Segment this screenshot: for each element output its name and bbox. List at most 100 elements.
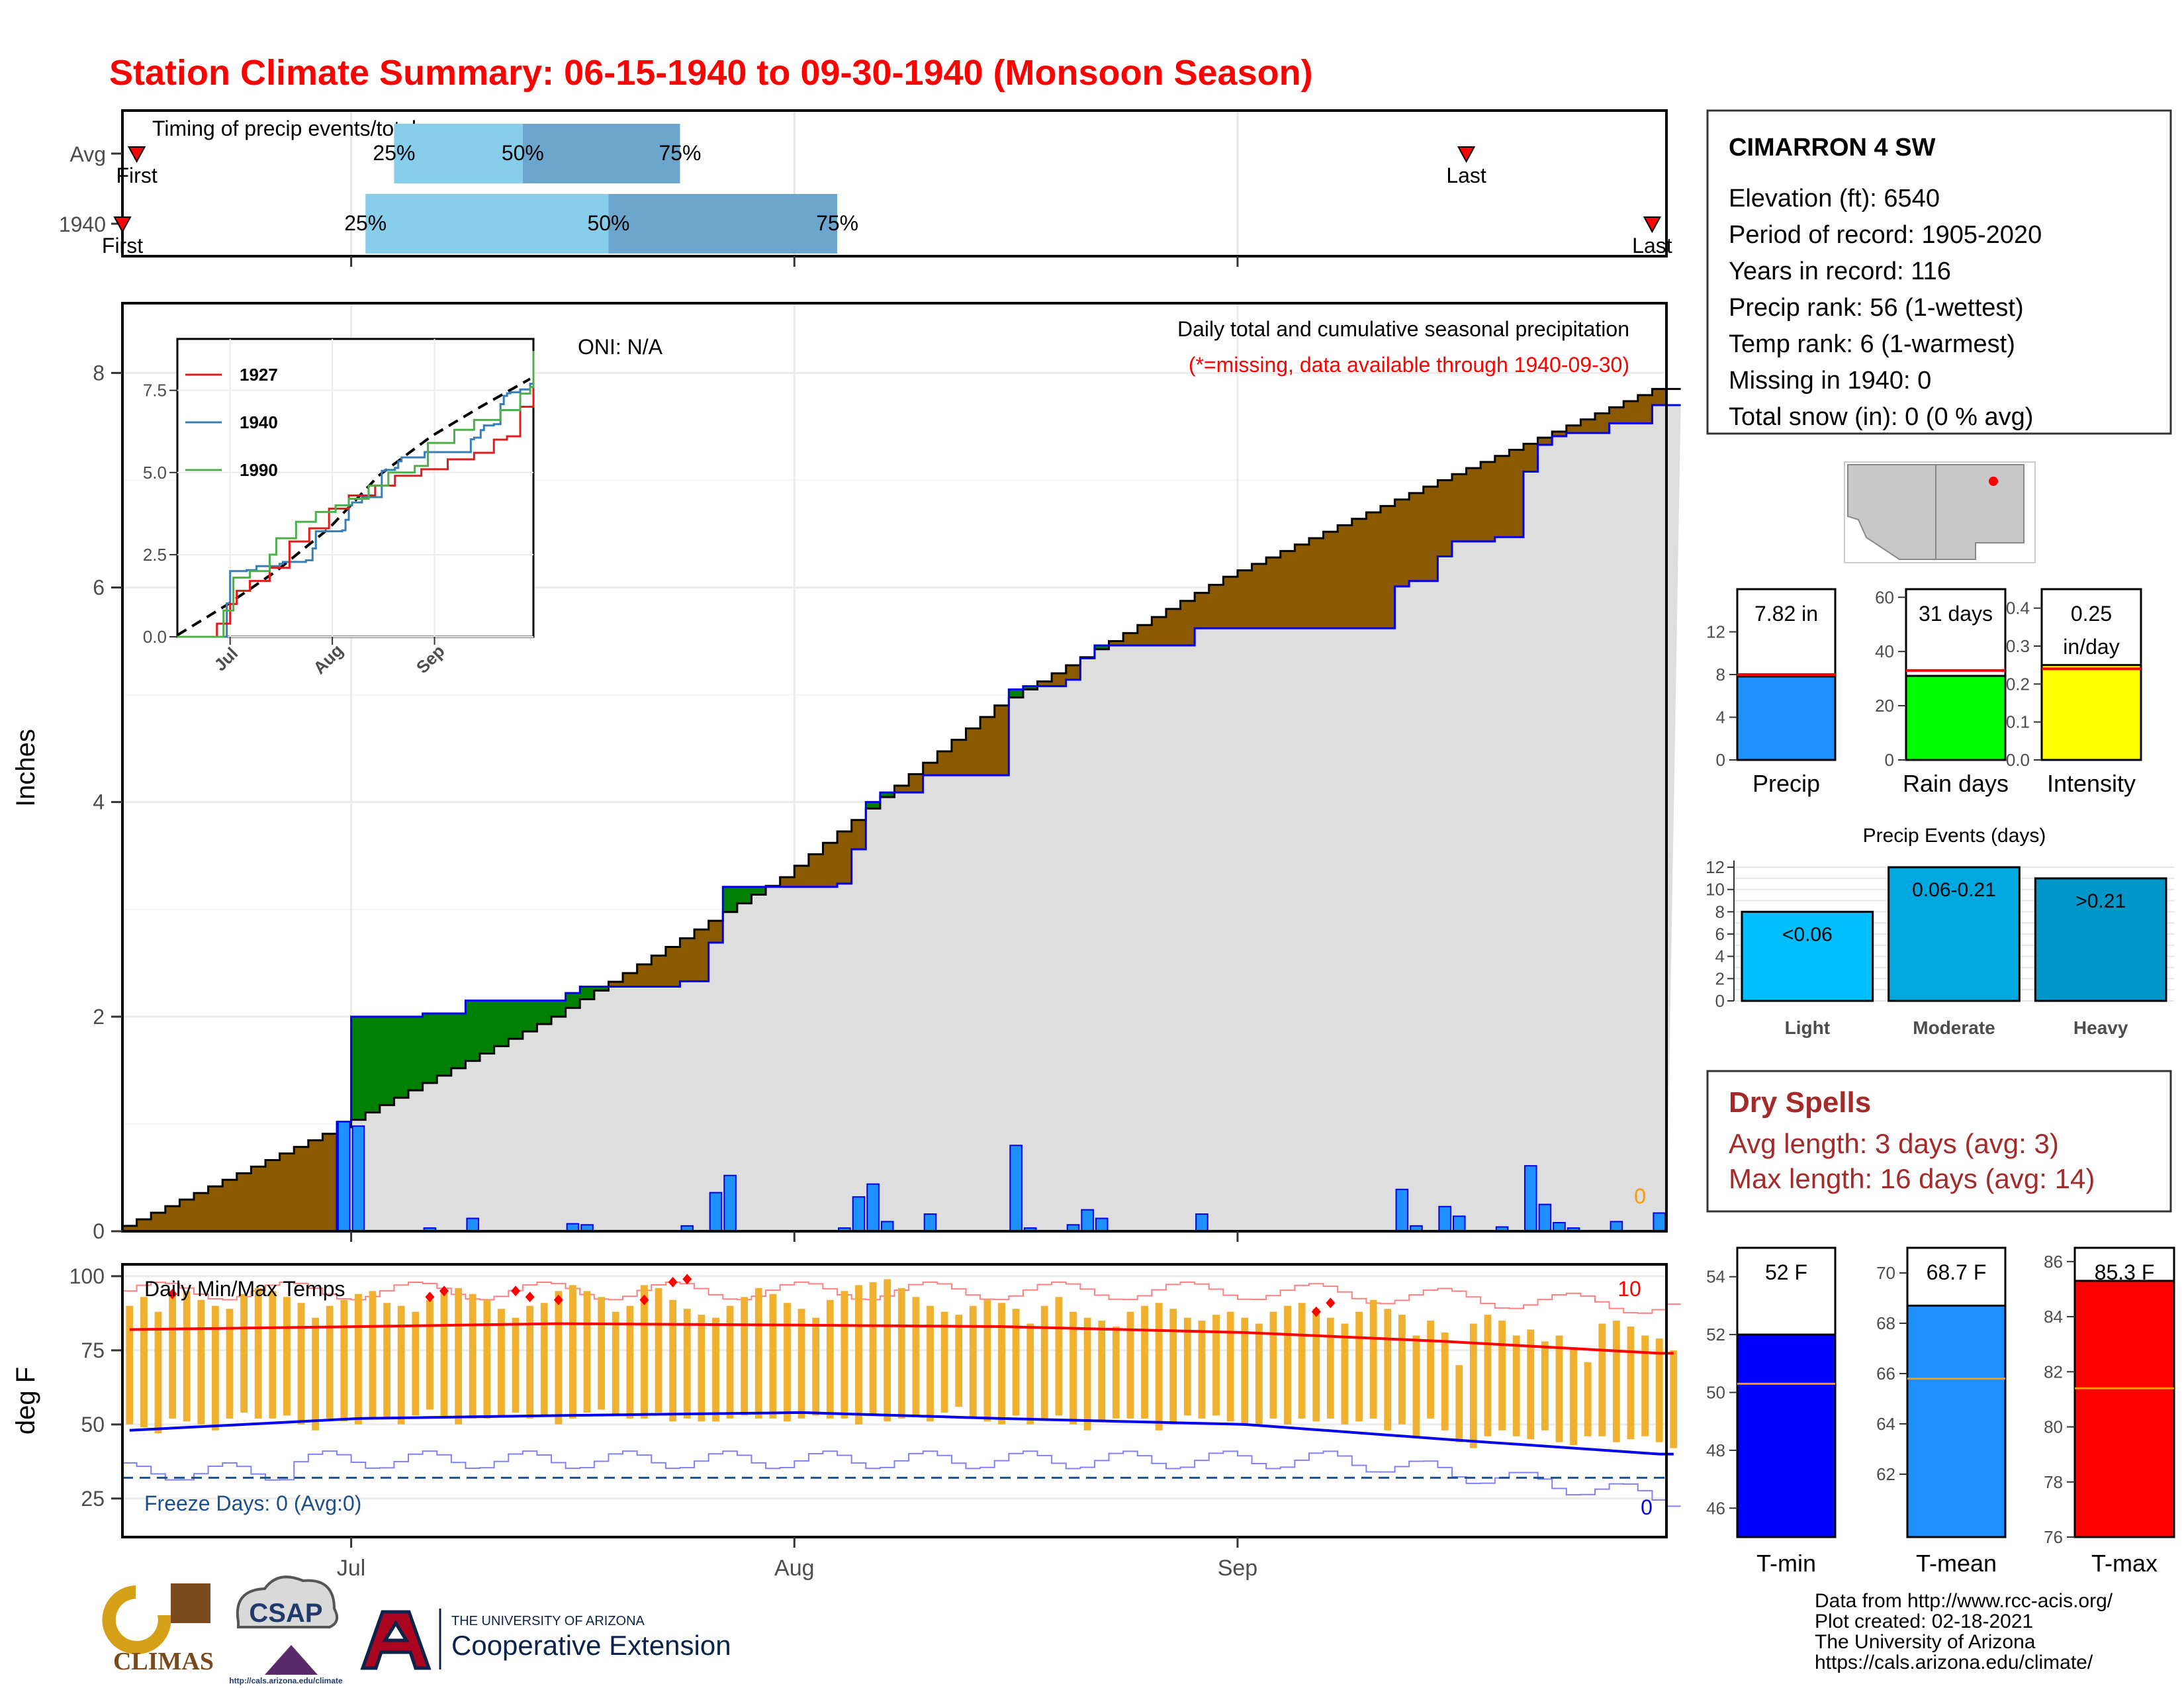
events-bar	[1741, 910, 1874, 1002]
daily-temp-bar	[583, 1291, 591, 1413]
ua-line2: Cooperative Extension	[451, 1630, 731, 1661]
daily-temp-bar	[297, 1303, 305, 1425]
daily-precip-bar	[1009, 1145, 1023, 1232]
cumulative-diff-area	[208, 1186, 223, 1231]
timing-row-label: Avg	[69, 142, 106, 166]
daily-temp-bar	[369, 1291, 377, 1419]
summary-y-tick-label: 60	[1875, 587, 1894, 607]
cumulative-diff-area	[751, 886, 766, 895]
csap-cloud-icon	[236, 1575, 339, 1628]
dry-spells-title: Dry Spells	[1729, 1086, 1871, 1119]
temp-summary-y-tick-label: 78	[2044, 1472, 2063, 1492]
csap-url: http://cals.arizona.edu/climate	[229, 1676, 343, 1685]
daily-temp-bar	[1641, 1335, 1649, 1436]
daily-temp-bar	[1269, 1311, 1277, 1419]
daily-temp-bar	[126, 1305, 134, 1425]
timing-bar-25-50	[394, 124, 523, 183]
cumulative-diff-area	[222, 1180, 238, 1231]
cumulative-diff-area	[1223, 577, 1238, 629]
cumulative-diff-area	[437, 1013, 452, 1076]
daily-temp-bar	[1012, 1309, 1020, 1416]
daily-precip-bar	[466, 1217, 480, 1233]
daily-temp-bar	[326, 1305, 334, 1419]
cumulative-diff-area	[1523, 444, 1539, 472]
daily-temp-bar	[440, 1291, 448, 1419]
precip-y-tick-label: 0	[93, 1219, 105, 1243]
daily-temp-bar	[712, 1317, 719, 1422]
missing-count: 0	[1634, 1184, 1646, 1208]
cumulative-diff-area	[1251, 563, 1267, 629]
summary-bar	[1905, 675, 2007, 761]
temp-y-axis-label: deg F	[11, 1367, 40, 1434]
cumulative-diff-area	[1466, 468, 1481, 541]
cumulative-diff-area	[780, 877, 795, 887]
events-bar-label: >0.21	[2075, 890, 2126, 912]
cumulative-diff-area	[1494, 455, 1510, 538]
cumulative-diff-area	[866, 802, 881, 809]
cumulative-diff-area	[808, 854, 824, 887]
daily-temp-bar	[1083, 1317, 1091, 1430]
cumulative-diff-area	[694, 929, 709, 982]
footer-line: The University of Arizona	[1815, 1631, 2036, 1653]
cumulative-diff-area	[1009, 689, 1024, 698]
timing-panel: Timing of precip events/totals Avg 25% 50% 7…	[59, 109, 1672, 267]
cumulative-diff-area	[880, 792, 895, 798]
daily-temp-bar	[612, 1311, 619, 1416]
daily-temp-bar	[754, 1288, 762, 1419]
cumulative-diff-area	[1237, 570, 1253, 629]
daily-temp-bar	[1584, 1362, 1592, 1436]
summary-y-tick-label: 0	[1885, 750, 1894, 770]
new-mexico-shape	[1935, 464, 2025, 560]
oni-label: ONI: N/A	[578, 335, 663, 359]
cumulative-diff-area	[394, 1016, 409, 1098]
daily-temp-bar	[469, 1293, 477, 1419]
daily-temp-bar	[1312, 1309, 1320, 1422]
cumulative-diff-area	[1109, 641, 1124, 646]
temp-summary-value: 52 F	[1765, 1260, 1807, 1284]
temp-y-tick-label: 25	[81, 1487, 105, 1511]
events-bar-label: <0.06	[1782, 923, 1833, 945]
cumulative-diff-area	[923, 763, 938, 776]
inset-legend-label: 1940	[240, 412, 278, 432]
cumulative-diff-area	[837, 831, 852, 884]
temp-summary-bar	[1906, 1304, 2007, 1538]
temp-summary-y-tick-label: 76	[2044, 1527, 2063, 1547]
summary-bar-label: Intensity	[2047, 770, 2136, 797]
record-high-marker	[511, 1286, 521, 1297]
daily-precip-bar	[1438, 1205, 1451, 1233]
average-cumulative-line	[122, 388, 1681, 1227]
cumulative-diff-area	[379, 1016, 395, 1105]
cumulative-diff-area	[1394, 499, 1410, 586]
station-info-line: Missing in 1940: 0	[1729, 367, 1931, 395]
events-y-tick-label: 10	[1706, 880, 1725, 900]
timing-row-label: 1940	[59, 212, 106, 236]
temp-summary-bar	[2073, 1280, 2175, 1538]
freeze-days-label: Freeze Days: 0 (Avg:0)	[144, 1491, 361, 1515]
daily-temp-bar	[412, 1311, 420, 1416]
last-event-label: Last	[1632, 234, 1672, 258]
daily-precip-bar	[1081, 1209, 1094, 1233]
daily-precip-bar	[338, 1121, 351, 1233]
daily-temp-bar	[1412, 1335, 1420, 1436]
record-high-marker	[525, 1291, 535, 1303]
cumulative-diff-area	[651, 955, 666, 987]
daily-precip-bar	[852, 1196, 866, 1233]
cumulative-diff-area	[1423, 487, 1438, 581]
daily-temp-bar	[1183, 1317, 1191, 1416]
daily-temp-bar	[1098, 1321, 1106, 1422]
station-info-line: Elevation (ft): 6540	[1729, 185, 1940, 212]
daily-temp-bar	[1498, 1321, 1506, 1430]
footer-credits: Data from http://www.rcc-acis.org/Plot c…	[1815, 1590, 2113, 1673]
daily-temp-bar	[1169, 1309, 1177, 1425]
cumulative-diff-area	[351, 1016, 366, 1120]
events-category-label: Light	[1785, 1017, 1830, 1038]
daily-temp-bar	[769, 1293, 777, 1419]
timing-pct-label: 75%	[816, 211, 858, 235]
cumulative-diff-area	[1123, 633, 1138, 646]
daily-temp-bar	[254, 1288, 262, 1419]
temp-summary-y-tick-label: 50	[1706, 1383, 1725, 1403]
cumulative-diff-area	[608, 982, 623, 987]
record-high-marker	[639, 1294, 649, 1305]
daily-temp-bar	[1455, 1365, 1463, 1442]
